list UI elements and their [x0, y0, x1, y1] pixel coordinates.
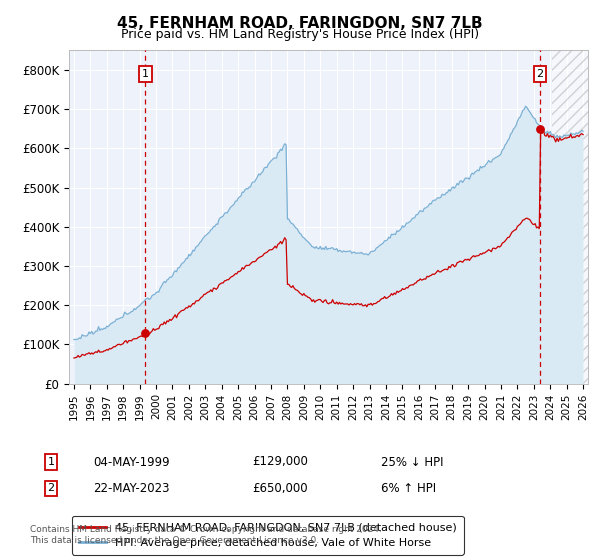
- Text: 2: 2: [536, 69, 544, 79]
- Legend: 45, FERNHAM ROAD, FARINGDON, SN7 7LB (detached house), HPI: Average price, detac: 45, FERNHAM ROAD, FARINGDON, SN7 7LB (de…: [72, 516, 464, 554]
- Text: 2: 2: [47, 483, 55, 493]
- Text: 1: 1: [47, 457, 55, 467]
- Text: 04-MAY-1999: 04-MAY-1999: [93, 455, 170, 469]
- Text: 6% ↑ HPI: 6% ↑ HPI: [381, 482, 436, 495]
- Text: 25% ↓ HPI: 25% ↓ HPI: [381, 455, 443, 469]
- Point: [140, 329, 150, 338]
- Text: £650,000: £650,000: [252, 482, 308, 495]
- Text: Price paid vs. HM Land Registry's House Price Index (HPI): Price paid vs. HM Land Registry's House …: [121, 28, 479, 41]
- Point: [535, 124, 545, 133]
- Text: 22-MAY-2023: 22-MAY-2023: [93, 482, 170, 495]
- Text: 1: 1: [142, 69, 149, 79]
- Text: £129,000: £129,000: [252, 455, 308, 469]
- Text: 45, FERNHAM ROAD, FARINGDON, SN7 7LB: 45, FERNHAM ROAD, FARINGDON, SN7 7LB: [117, 16, 483, 31]
- Text: Contains HM Land Registry data © Crown copyright and database right 2024.
This d: Contains HM Land Registry data © Crown c…: [30, 525, 382, 545]
